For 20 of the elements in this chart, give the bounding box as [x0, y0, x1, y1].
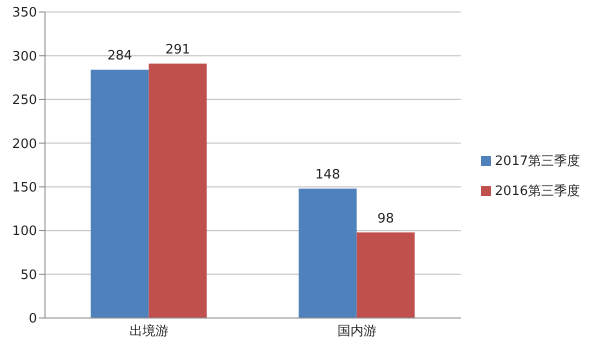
- y-tick-label: 150: [12, 180, 37, 196]
- bar: [356, 232, 415, 318]
- y-tick-label: 100: [12, 224, 37, 240]
- y-tick-label: 50: [20, 268, 37, 283]
- legend-label: 2016第三季度: [494, 184, 580, 198]
- y-tick-label: 250: [12, 93, 37, 108]
- data-label: 98: [377, 211, 394, 226]
- x-tick-label: 国内游: [337, 324, 376, 340]
- data-label: 284: [107, 48, 132, 64]
- y-tick-label: 350: [12, 6, 37, 21]
- y-tick-label: 200: [12, 136, 37, 152]
- x-tick-label: 出境游: [129, 323, 168, 340]
- bar: [298, 188, 357, 318]
- y-tick-label: 300: [12, 49, 37, 64]
- data-label: 291: [165, 42, 190, 58]
- y-tick-label: 0: [28, 312, 37, 327]
- bar: [148, 64, 207, 318]
- data-label: 148: [315, 168, 340, 183]
- bar: [90, 70, 149, 318]
- legend-label: 2017第三季度: [494, 154, 580, 168]
